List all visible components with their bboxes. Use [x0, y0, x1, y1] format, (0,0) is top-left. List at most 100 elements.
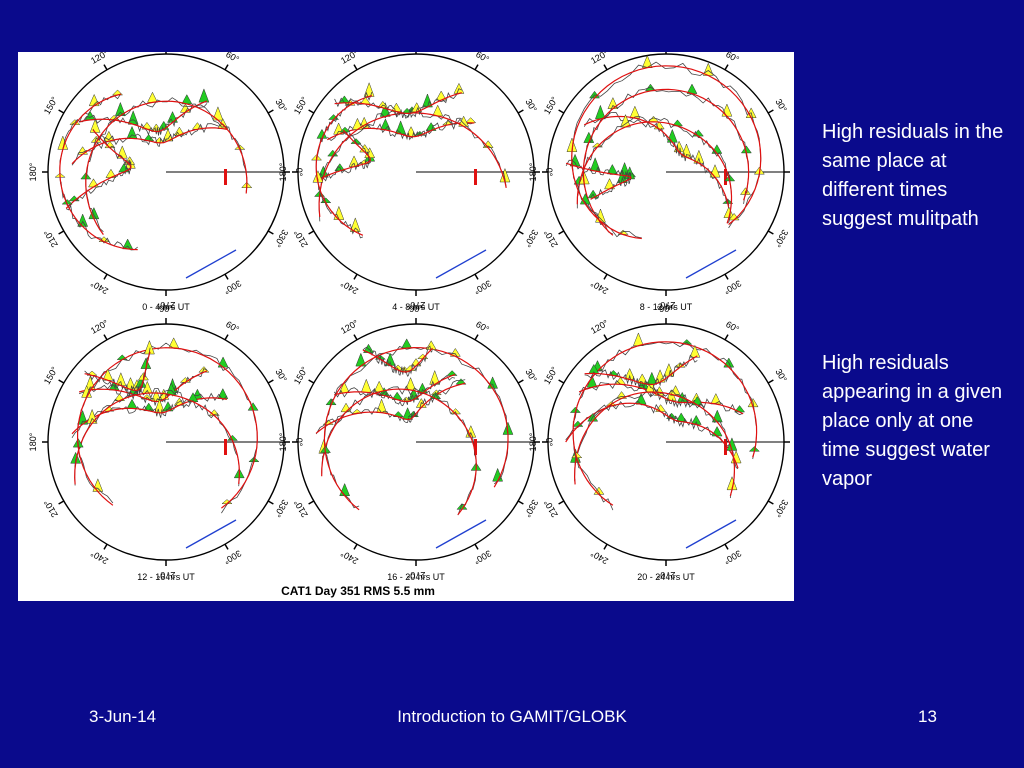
azimuth-label: 30° [523, 97, 539, 114]
satellite-track [572, 341, 758, 506]
azimuth-label: 30° [273, 367, 289, 384]
residual-fill [168, 337, 180, 349]
azimuth-label: 330° [522, 498, 540, 519]
azimuth-label: 210° [542, 228, 560, 249]
azimuth-tick [474, 64, 479, 71]
azimuth-tick [767, 109, 774, 114]
azimuth-label: 30° [273, 97, 289, 114]
residual-trace [362, 345, 433, 377]
residual-fill [395, 120, 406, 135]
azimuth-tick [58, 109, 65, 114]
azimuth-label: 300° [222, 548, 243, 566]
azimuth-label: 30° [773, 97, 789, 114]
residual-fill [212, 106, 224, 121]
azimuth-label: 210° [42, 498, 60, 519]
azimuth-label: 150° [542, 365, 560, 386]
residual-fill [217, 356, 229, 368]
skyplot-canvas: 90° 60° 30° 0° 330° 300° 270° 240° 210° 180° 150° 1… [28, 52, 790, 598]
footer-title: Introduction to GAMIT/GLOBK [397, 707, 627, 726]
azimuth-label: 30° [773, 367, 789, 384]
residual-fill [179, 103, 191, 113]
azimuth-tick [603, 64, 608, 71]
residual-scale-marker [474, 439, 477, 455]
azimuth-tick [724, 334, 729, 341]
satellite-track [85, 100, 248, 235]
satellite-track [584, 355, 698, 385]
note-multipath: High residuals in the same place at diff… [822, 121, 1004, 230]
azimuth-tick [767, 500, 774, 505]
azimuth-label: 120° [339, 318, 360, 336]
panel-title: 12 - 16 hrs UT [137, 572, 195, 582]
residual-trace [78, 368, 208, 406]
skyplot-panel: 90° 60° 30° 0° 330° 300° 270° 240° 210° 180° 150° 1… [28, 52, 304, 312]
satellite-track [318, 112, 507, 217]
figure-caption: CAT1 Day 351 RMS 5.5 mm [281, 584, 435, 598]
azimuth-label: 300° [222, 278, 243, 296]
azimuth-tick [103, 334, 108, 341]
horizon-segment [685, 519, 737, 549]
satellite-track [362, 347, 433, 373]
residual-trace [85, 97, 248, 233]
satellite-track [334, 373, 456, 403]
azimuth-label: 30° [523, 367, 539, 384]
azimuth-label: 240° [89, 548, 110, 566]
residual-fill [709, 164, 721, 178]
azimuth-tick [767, 230, 774, 235]
azimuth-label: 330° [522, 228, 540, 249]
azimuth-label: 0° [294, 168, 304, 177]
residual-fill [88, 178, 99, 188]
residual-fill [89, 118, 101, 133]
azimuth-label: 240° [589, 278, 610, 296]
azimuth-tick [224, 334, 229, 341]
residual-trace [565, 159, 632, 200]
azimuth-label: 270° [656, 300, 675, 310]
azimuth-label: 60° [474, 319, 491, 335]
azimuth-label: 270° [406, 300, 425, 310]
satellite-track [571, 65, 762, 240]
azimuth-label: 90° [409, 304, 423, 314]
horizon-segment [435, 519, 487, 549]
residual-fill [380, 118, 391, 131]
azimuth-label: 150° [292, 365, 310, 386]
residual-scale-marker [224, 439, 227, 455]
azimuth-tick [517, 109, 524, 114]
azimuth-label: 270° [156, 300, 175, 310]
residual-fill [92, 478, 104, 492]
residual-fill [710, 392, 722, 405]
residual-fill [465, 117, 477, 124]
azimuth-label: 150° [542, 95, 560, 116]
satellite-track [84, 351, 151, 391]
satellite-track [59, 93, 138, 251]
azimuth-tick [308, 109, 315, 114]
panel-title: 4 - 8 hrs UT [392, 302, 440, 312]
residual-fill [198, 88, 210, 103]
skyplot-panel: 90° 60° 30° 0° 330° 300° 270° 240° 210° 180° 150° 1… [278, 304, 554, 582]
satellite-track [71, 127, 228, 165]
horizon-segment [685, 249, 737, 279]
skyplot-panel: 90° 60° 30° 0° 330° 300° 270° 240° 210° 180° 150° 1… [528, 52, 790, 312]
azimuth-tick [353, 543, 358, 550]
azimuth-label: 240° [589, 548, 610, 566]
azimuth-label: 210° [542, 498, 560, 519]
skyplot-figure: 90° 60° 30° 0° 330° 300° 270° 240° 210° 180° 150° 1… [18, 52, 794, 601]
azimuth-tick [558, 230, 565, 235]
residual-trace [74, 387, 240, 487]
residual-trace [315, 91, 373, 239]
azimuth-tick [474, 543, 479, 550]
azimuth-label: 270° [406, 570, 425, 580]
azimuth-tick [517, 379, 524, 384]
azimuth-tick [558, 379, 565, 384]
azimuth-tick [267, 230, 274, 235]
residual-trace [565, 400, 739, 470]
azimuth-tick [558, 500, 565, 505]
azimuth-tick [767, 379, 774, 384]
horizon-segment [435, 249, 487, 279]
azimuth-label: 60° [224, 319, 241, 335]
azimuth-tick [353, 64, 358, 71]
azimuth-tick [224, 543, 229, 550]
residual-trace [66, 128, 132, 211]
residual-scale-marker [724, 439, 727, 455]
azimuth-tick [724, 273, 729, 280]
residual-trace [71, 123, 228, 166]
azimuth-label: 180° [528, 162, 538, 181]
